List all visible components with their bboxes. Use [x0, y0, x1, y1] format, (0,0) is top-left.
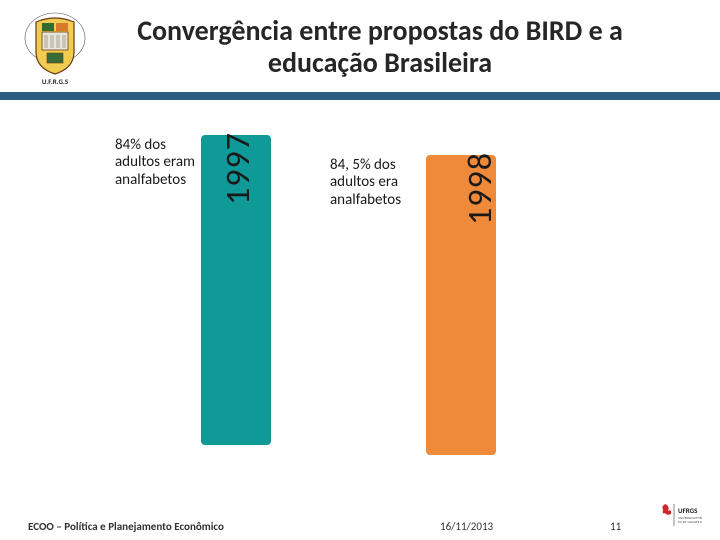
title-underline	[0, 92, 720, 100]
year-label-1997: 1997	[218, 132, 259, 205]
slide-title: Convergência entre propostas do BIRD e a…	[100, 15, 700, 79]
ufrgs-shield-logo: U.F.R.G.S	[20, 8, 90, 86]
content-area: 84% dos adultos eram analfabetos 1997 84…	[0, 100, 720, 460]
slide-header: U.F.R.G.S Convergência entre propostas d…	[0, 0, 720, 92]
svg-text:DO RIO GRANDE DO SUL: DO RIO GRANDE DO SUL	[678, 520, 702, 524]
footer-page-number: 11	[610, 520, 621, 533]
footer-course: ECOO – Política e Planejamento Econômico	[28, 520, 224, 533]
ufrgs-flame-logo: UFRGS UNIVERSIDADE FEDERAL DO RIO GRANDE…	[658, 502, 702, 528]
footer-date: 16/11/2013	[440, 520, 493, 533]
year-label-1998: 1998	[460, 152, 501, 225]
block-1998-text: 84, 5% dos adultos era analfabetos	[330, 155, 430, 209]
svg-text:UFRGS: UFRGS	[678, 506, 698, 515]
block-1997-text: 84% dos adultos eram analfabetos	[115, 135, 205, 189]
logo-caption: U.F.R.G.S	[42, 77, 69, 86]
